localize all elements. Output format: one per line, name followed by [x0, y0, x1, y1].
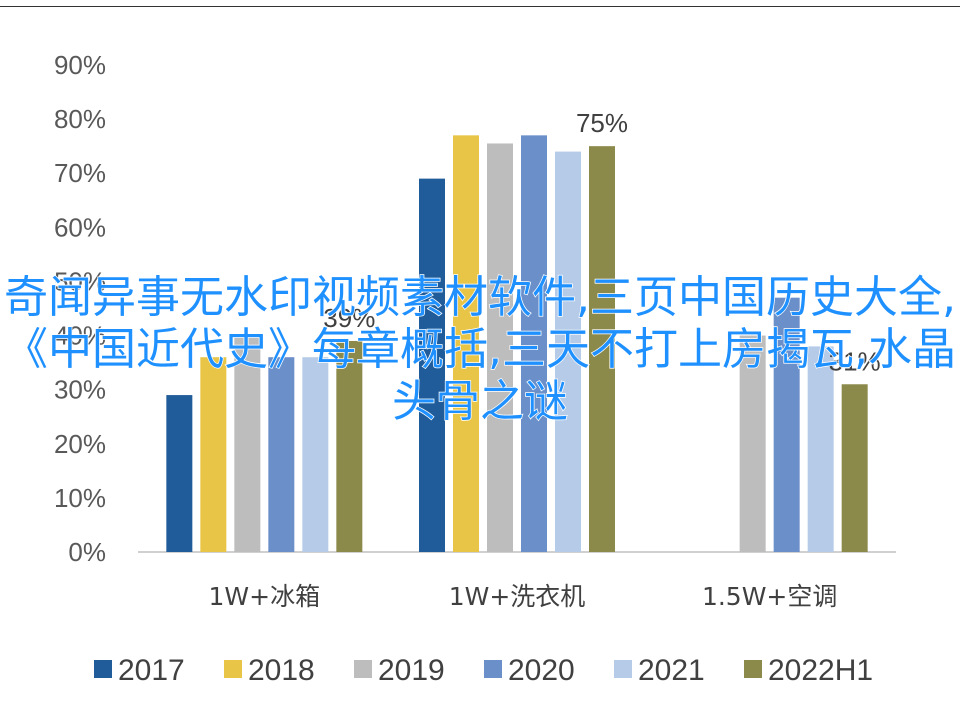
bar-2017-1 — [419, 178, 445, 552]
legend-swatch-2018 — [224, 660, 242, 678]
bar-2018-0 — [200, 357, 227, 552]
legend-label-2020: 2020 — [508, 654, 575, 687]
bar-2021-1 — [555, 151, 581, 553]
data-label: 31% — [829, 346, 881, 376]
legend-label-2022H1: 2022H1 — [768, 654, 873, 687]
legend-swatch-2020 — [484, 660, 502, 678]
y-tick-label: 20% — [54, 429, 106, 459]
y-tick-label: 30% — [54, 375, 106, 405]
bar-2021-0 — [302, 357, 329, 552]
data-label: 39% — [323, 303, 375, 333]
x-category-label: 1W+洗衣机 — [449, 582, 586, 611]
data-labels: 39% 75% 31% — [323, 108, 880, 376]
top-border-line — [0, 6, 960, 7]
legend-swatch-2019 — [354, 660, 372, 678]
legend-label-2018: 2018 — [248, 654, 315, 687]
y-axis: 0% 10% 20% 30% 40% 50% 60% 70% 80% 90% — [54, 50, 106, 567]
bar-2022H1-2 — [841, 384, 868, 552]
bar-2019-2 — [739, 335, 766, 552]
y-tick-label: 10% — [54, 483, 106, 513]
y-tick-label: 40% — [54, 321, 106, 351]
bar-2021-2 — [807, 346, 834, 552]
legend-swatch-2022H1 — [744, 660, 762, 678]
bar-2020-2 — [773, 297, 800, 552]
legend-label-2017: 2017 — [118, 654, 185, 687]
data-label: 75% — [576, 108, 628, 138]
x-category-label: 1.5W+空调 — [702, 582, 837, 611]
y-tick-label: 90% — [54, 50, 106, 80]
legend-label-2021: 2021 — [638, 654, 705, 687]
legend-label-2019: 2019 — [378, 654, 445, 687]
x-axis-categories: 1W+冰箱 1W+洗衣机 1.5W+空调 — [209, 582, 838, 611]
bar-2020-0 — [268, 357, 295, 552]
bar-2022H1-1 — [589, 146, 615, 552]
y-tick-label: 80% — [54, 104, 106, 134]
bar-2019-1 — [487, 143, 513, 552]
y-tick-label: 60% — [54, 212, 106, 242]
y-tick-label: 70% — [54, 158, 106, 188]
bar-2018-1 — [453, 135, 479, 552]
y-tick-label: 50% — [54, 266, 106, 296]
overlay-watermark-text: 奇闻异事无水印视频素材软件,三页中国历史大全,《中国近代史》每章概括,三天不打上… — [3, 271, 956, 428]
x-category-label: 1W+冰箱 — [209, 582, 321, 611]
legend-swatch-2021 — [614, 660, 632, 678]
legend-swatch-2017 — [94, 660, 112, 678]
bar-2020-1 — [521, 135, 547, 552]
legend: 2017 2018 2019 2020 2021 2022H1 — [94, 654, 873, 687]
bar-2022H1-0 — [336, 340, 363, 552]
bar-2019-0 — [234, 335, 261, 552]
bar-2017-0 — [166, 395, 193, 552]
y-tick-label: 0% — [68, 537, 106, 567]
bars — [166, 135, 868, 553]
